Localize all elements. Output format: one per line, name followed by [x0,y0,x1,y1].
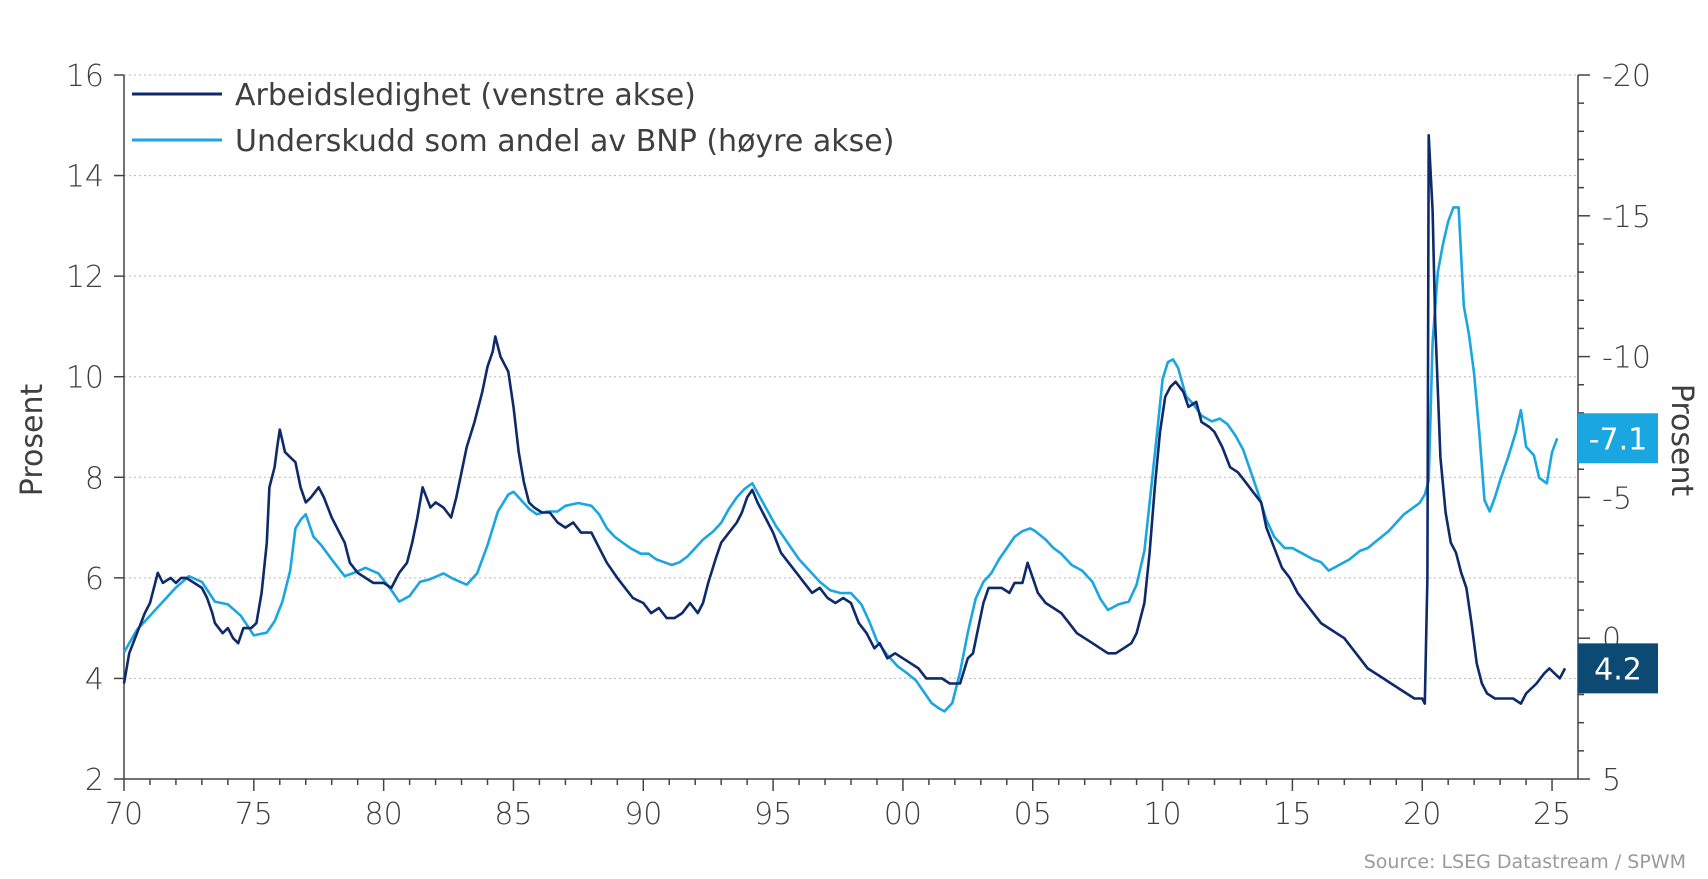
x-tick-label: 80 [365,797,403,832]
x-tick-label: 15 [1273,797,1311,832]
right-tick-label: -15 [1602,200,1651,235]
left-tick-label: 4 [85,662,104,697]
badge-unemployment: 4.2 [1578,643,1658,694]
left-tick-label: 16 [66,59,104,94]
x-tick-label: 00 [884,797,922,832]
x-tick-label: 70 [105,797,143,832]
left-tick-label: 6 [85,562,104,597]
x-axis: 70 75 80 85 90 95 00 05 10 15 20 25 [105,779,1571,832]
left-tick-label: 12 [66,260,104,295]
right-axis-title: Prosent [1664,384,1699,497]
series-line-unemployment [122,134,1567,705]
legend: Arbeidsledighet (venstre akse) Underskud… [132,78,894,159]
legend-label-deficit: Underskudd som andel av BNP (høyre akse) [235,124,894,159]
x-tick-label: 85 [494,797,532,832]
right-tick-label: -20 [1602,59,1651,94]
legend-label-unemployment: Arbeidsledighet (venstre akse) [235,78,696,113]
x-tick-label: 20 [1403,797,1441,832]
source-note: Source: LSEG Datastream / SPWM [1363,851,1686,873]
end-value-badges: -7.1 4.2 [1578,413,1658,694]
x-tick-label: 25 [1533,797,1571,832]
right-tick-label: -5 [1602,481,1632,516]
series-layer [122,134,1567,713]
x-tick-label: 95 [754,797,792,832]
left-axis-title: Prosent [15,384,50,497]
badge-deficit: -7.1 [1578,413,1658,464]
x-tick-label: 90 [624,797,662,832]
badge-unemployment-value: 4.2 [1594,652,1642,687]
left-tick-label: 14 [66,160,104,195]
badge-deficit-value: -7.1 [1589,422,1648,457]
left-tick-label: 8 [85,461,104,496]
right-tick-label: -10 [1602,341,1651,376]
left-tick-label: 2 [85,763,104,798]
x-tick-label: 05 [1014,797,1052,832]
left-tick-label: 10 [66,361,104,396]
badge-deficit-box [1578,413,1658,464]
series-line-deficit [122,206,1559,713]
grid-lines [123,74,1579,780]
x-tick-label: 10 [1143,797,1181,832]
left-axis: 2 4 6 8 10 12 14 16 [66,59,124,798]
badge-unemployment-box [1578,643,1658,694]
x-tick-label: 75 [235,797,273,832]
right-tick-label: 5 [1602,763,1621,798]
